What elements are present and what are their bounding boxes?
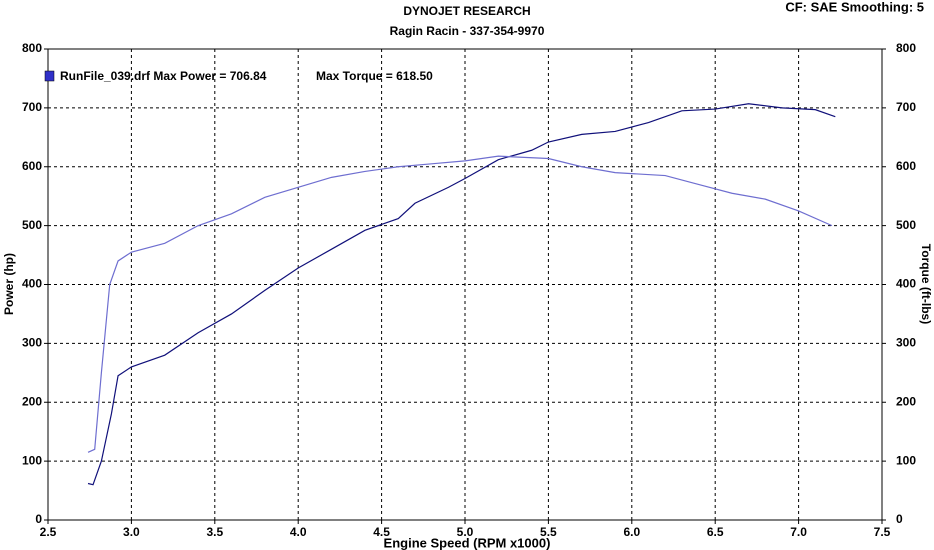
y2-tick-label: 200 — [896, 394, 916, 408]
x-tick-label: 6.5 — [707, 525, 724, 539]
power-torque-curve — [87, 103, 836, 486]
y2-tick-label: 300 — [896, 336, 916, 350]
y2-tick-label: 500 — [896, 218, 916, 232]
x-tick-label: 3.0 — [123, 525, 140, 539]
x-tick-label: 5.5 — [540, 525, 557, 539]
x-tick-label: 2.5 — [40, 525, 57, 539]
y-tick-label: 700 — [22, 100, 42, 114]
y2-tick-label: 100 — [896, 453, 916, 467]
y-tick-label: 200 — [22, 394, 42, 408]
y2-tick-label: 800 — [896, 41, 916, 55]
x-tick-label: 7.5 — [874, 525, 891, 539]
chart-subtitle: Ragin Racin - 337-354-9970 — [390, 24, 545, 38]
corner-note: CF: SAE Smoothing: 5 — [785, 0, 924, 14]
y-tick-label: 600 — [22, 159, 42, 173]
y2-tick-label: 0 — [896, 512, 903, 526]
legend-entry: Max Torque = 618.50 — [316, 69, 433, 83]
x-tick-label: 6.0 — [623, 525, 640, 539]
y-tick-label: 400 — [22, 277, 42, 291]
x-tick-label: 5.0 — [457, 525, 474, 539]
legend-swatch — [44, 70, 55, 82]
y-tick-label: 0 — [35, 512, 42, 526]
y2-axis-label: Torque (ft-lbs) — [919, 244, 933, 324]
y2-tick-label: 700 — [896, 100, 916, 114]
x-tick-label: 3.5 — [206, 525, 223, 539]
legend-entry: RunFile_039.drf Max Power = 706.84 — [60, 69, 267, 83]
power-torque-curve — [87, 155, 833, 453]
y-tick-label: 300 — [22, 336, 42, 350]
x-tick-label: 7.0 — [790, 525, 807, 539]
x-tick-label: 4.0 — [290, 525, 307, 539]
y2-tick-label: 400 — [896, 277, 916, 291]
x-tick-label: 4.5 — [373, 525, 390, 539]
y2-tick-label: 600 — [896, 159, 916, 173]
y-tick-label: 800 — [22, 41, 42, 55]
y-axis-label: Power (hp) — [2, 253, 16, 315]
y-tick-label: 500 — [22, 218, 42, 232]
chart-title: DYNOJET RESEARCH — [403, 4, 530, 18]
x-axis-label: Engine Speed (RPM x1000) — [384, 535, 551, 550]
y-tick-label: 100 — [22, 453, 42, 467]
